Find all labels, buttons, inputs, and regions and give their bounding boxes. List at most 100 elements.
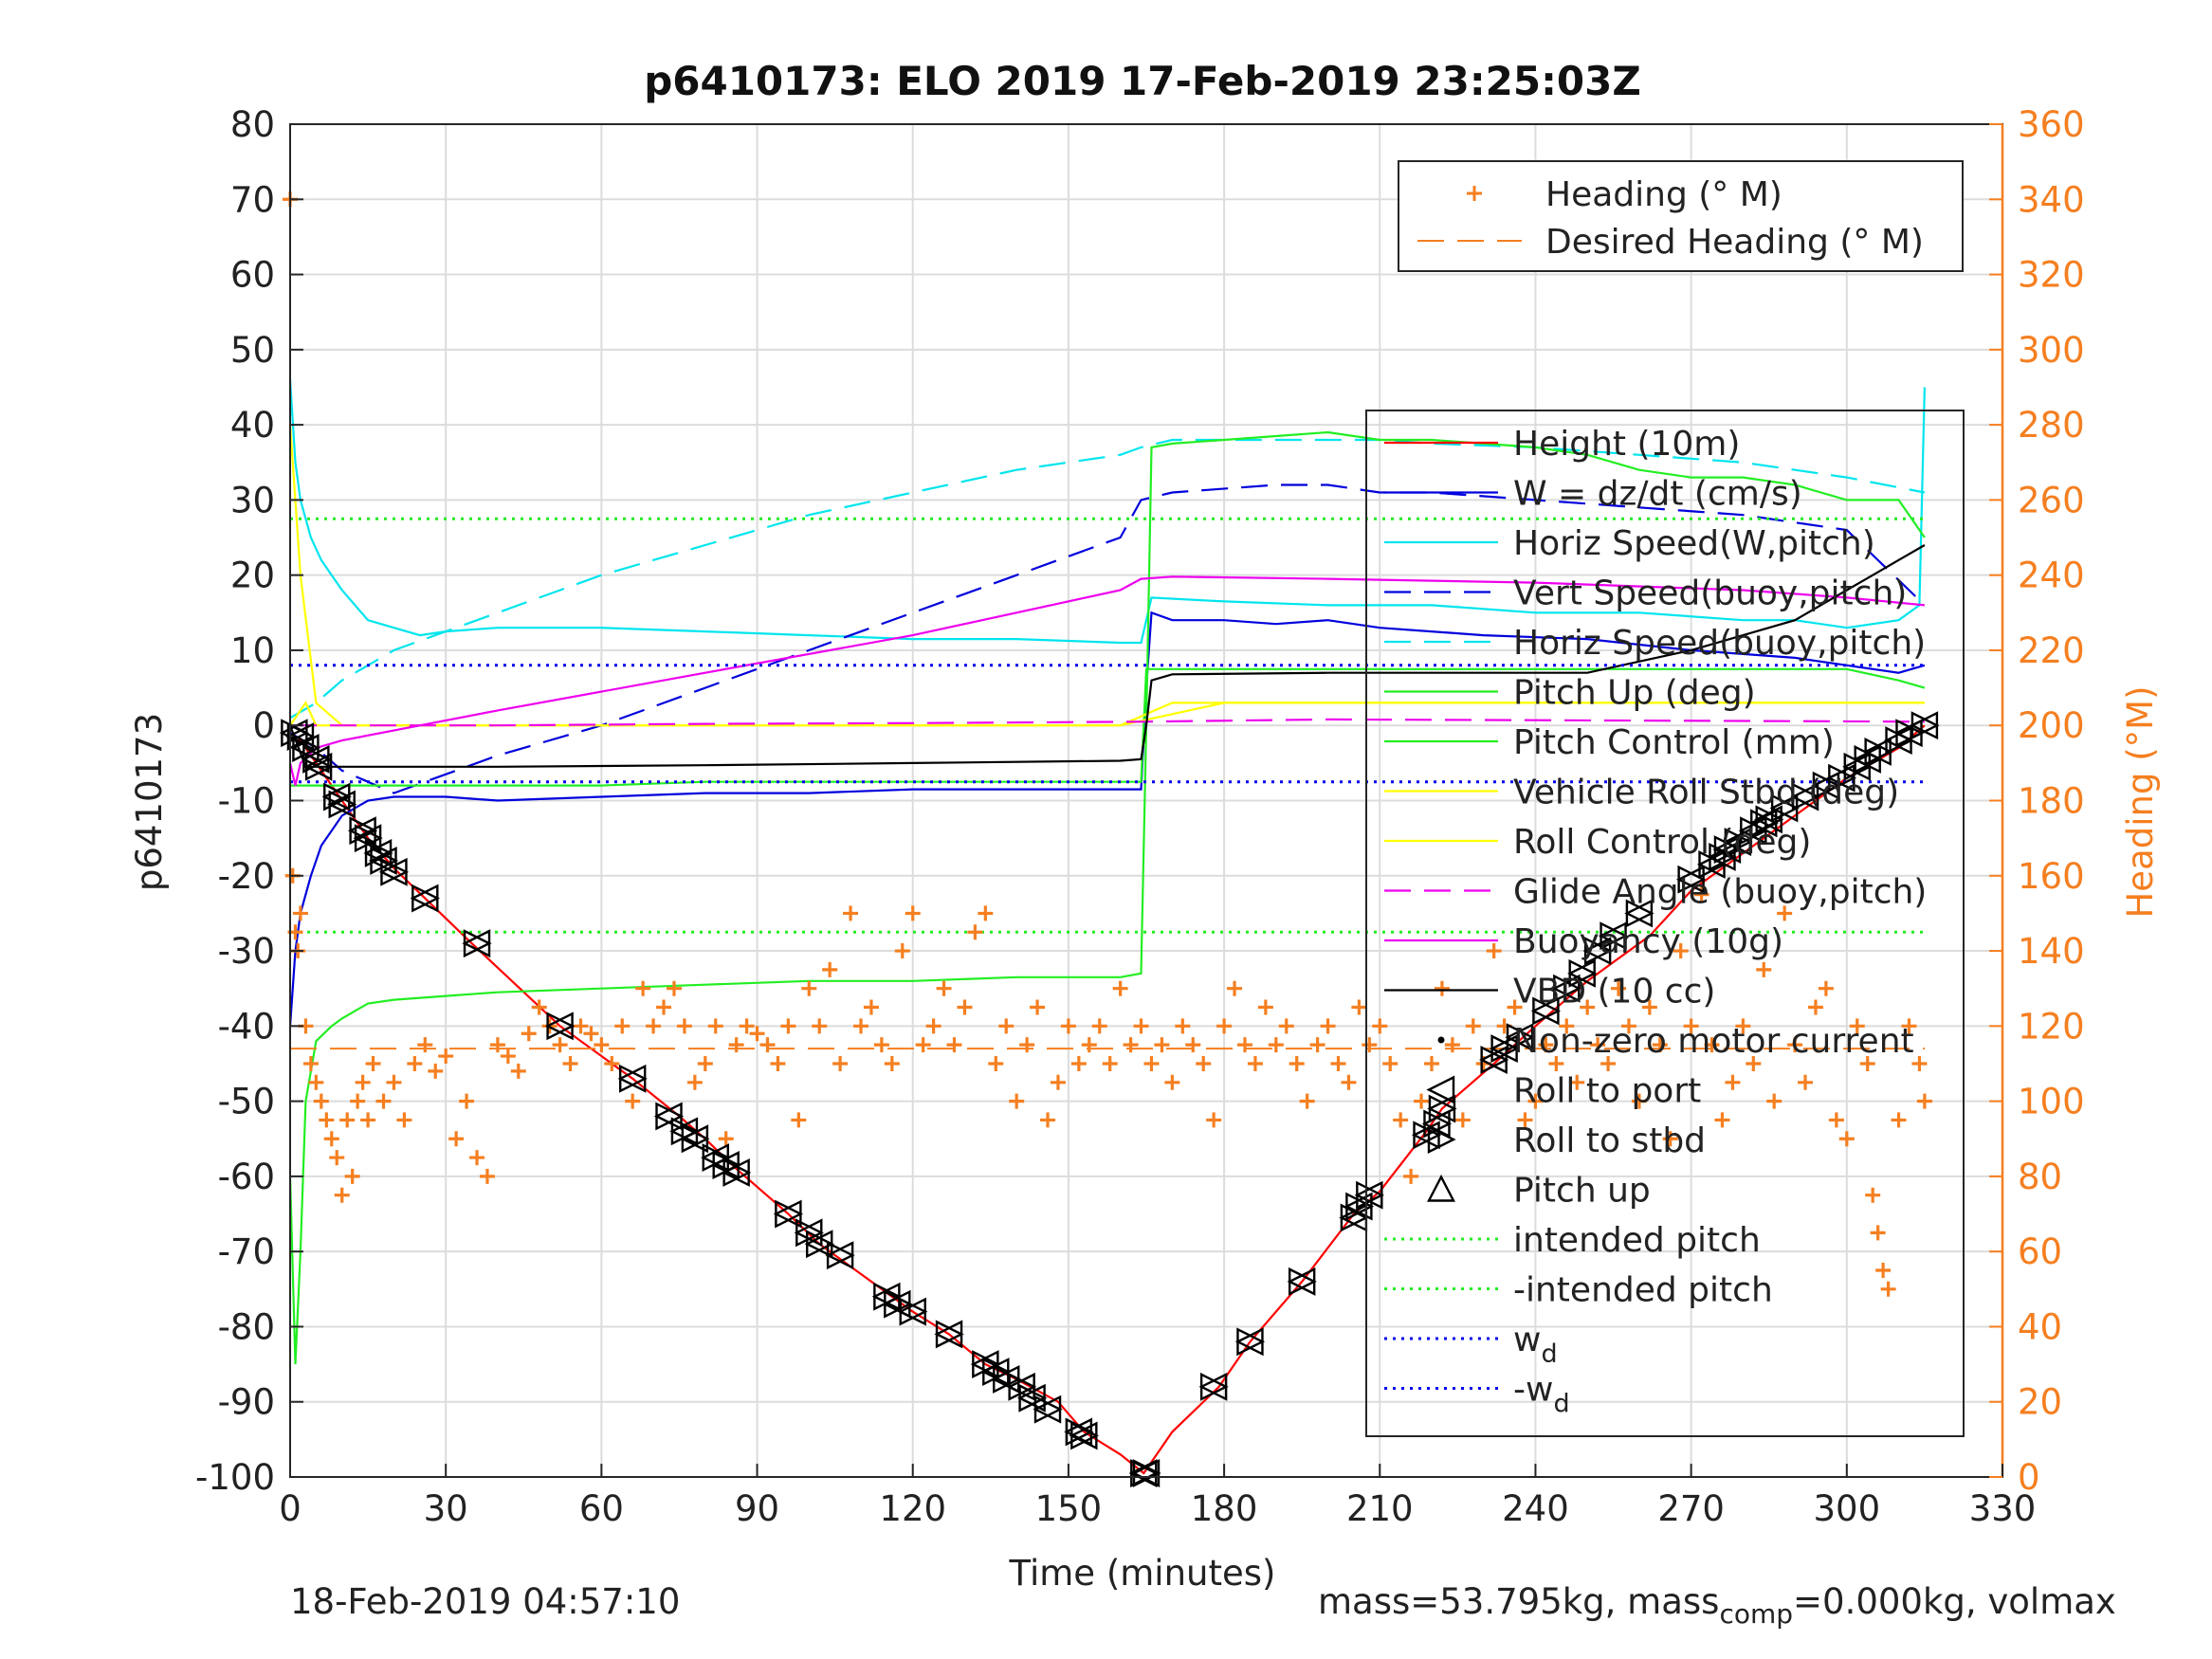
series-line-5 <box>288 430 1926 1365</box>
heading-point-65 <box>853 1018 868 1034</box>
heading-point-73 <box>936 980 952 996</box>
y-right-tick-label-2: 40 <box>2018 1306 2062 1347</box>
heading-point-161 <box>1849 1018 1865 1034</box>
heading-point-95 <box>1164 1074 1180 1090</box>
heading-point-120 <box>1424 1055 1439 1071</box>
heading-point-60 <box>801 980 817 996</box>
y-tick-label-16: 60 <box>230 255 275 296</box>
heading-point-147 <box>1704 1037 1720 1053</box>
legend-heading: Heading (° M) Desired Heading (° M) <box>1398 160 1964 272</box>
y-right-tick-label-9: 180 <box>2018 781 2085 822</box>
roll-stbd-marker-37 <box>1070 1421 1100 1450</box>
heading-point-102 <box>1236 1037 1252 1053</box>
legend-main-swatch-15 <box>1427 1174 1455 1202</box>
heading-point-23 <box>417 1037 433 1053</box>
heading-point-56 <box>759 1037 776 1053</box>
heading-point-63 <box>832 1055 849 1071</box>
heading-point-160 <box>1838 1131 1855 1147</box>
heading-point-162 <box>1859 1055 1875 1071</box>
heading-point-70 <box>905 905 921 921</box>
legend-main-label-7: Vehicle Roll Stbd (deg) <box>1513 774 1899 812</box>
heading-point-14 <box>344 1168 360 1184</box>
heading-point-107 <box>1289 1055 1305 1071</box>
heading-point-36 <box>552 1037 568 1053</box>
legend-heading-label-1: Desired Heading (° M) <box>1545 223 1924 262</box>
series-line-8 <box>288 425 1925 727</box>
y-right-tick-label-12: 240 <box>2018 556 2085 596</box>
heading-point-92 <box>1133 1018 1149 1034</box>
legend-heading-box <box>1398 160 1964 272</box>
roll-stbd-marker-33 <box>1008 1372 1037 1401</box>
roll-stbd-marker-57 <box>1625 899 1654 928</box>
roll-stbd-marker-56 <box>1600 921 1629 951</box>
heading-point-34 <box>531 999 547 1015</box>
heading-point-110 <box>1320 1018 1336 1034</box>
roll-stbd-marker-60 <box>1709 843 1738 871</box>
heading-point-134 <box>1569 1074 1585 1090</box>
y-tick-label-14: 40 <box>230 405 275 446</box>
legend-main-label-4: Horiz Speed(buoy,pitch) <box>1513 624 1926 663</box>
y-right-tick-label-11: 220 <box>2018 630 2085 671</box>
roll-stbd-marker-11 <box>380 857 410 886</box>
roll-stbd-marker-27 <box>884 1289 912 1319</box>
y-tick-label-10: 0 <box>252 705 275 746</box>
legend-main-label-14: Roll to stbd <box>1513 1121 1706 1160</box>
legend-main-label-5: Pitch Up (deg) <box>1513 674 1756 713</box>
y-right-tick-label-14: 280 <box>2018 405 2085 446</box>
heading-point-151 <box>1746 1055 1762 1071</box>
heading-point-38 <box>573 1018 589 1034</box>
roll-stbd-marker-54 <box>1568 958 1598 988</box>
y-tick-label-8: -20 <box>218 856 275 897</box>
heading-point-58 <box>780 1018 796 1034</box>
heading-point-124 <box>1465 1018 1481 1034</box>
roll-stbd-marker-74 <box>1895 719 1925 748</box>
heading-point-40 <box>594 1037 610 1053</box>
roll-stbd-marker-39 <box>1132 1459 1161 1487</box>
roll-stbd-marker-67 <box>1791 782 1820 811</box>
x-tick-label-0: 0 <box>279 1488 302 1529</box>
heading-point-16 <box>355 1074 371 1090</box>
heading-point-118 <box>1403 1168 1419 1184</box>
heading-point-47 <box>666 980 682 996</box>
heading-point-43 <box>625 1093 641 1109</box>
mass-text: mass=53.795kg, mass <box>1318 1581 1720 1622</box>
heading-point-168 <box>1901 1018 1917 1034</box>
heading-point-167 <box>1891 1112 1907 1128</box>
heading-point-153 <box>1766 1093 1782 1109</box>
heading-point-140 <box>1631 1093 1647 1109</box>
heading-point-74 <box>946 1037 962 1053</box>
x-axis-label: Time (minutes) <box>1009 1553 1276 1594</box>
legend-main-label-6: Pitch Control (mm) <box>1513 723 1835 762</box>
heading-point-90 <box>1112 980 1128 996</box>
roll-stbd-marker-18 <box>681 1124 710 1154</box>
y-tick-label-6: -40 <box>218 1006 275 1047</box>
roll-stbd-marker-35 <box>1033 1395 1063 1424</box>
roll-stbd-marker-45 <box>1356 1180 1385 1210</box>
heading-point-22 <box>407 1055 423 1071</box>
legend-heading-swatch-0 <box>1467 186 1482 201</box>
legend-main-label-3: Vert Speed(buoy,pitch) <box>1513 574 1907 613</box>
heading-point-146 <box>1693 886 1709 902</box>
heading-point-115 <box>1372 1018 1388 1034</box>
heading-point-148 <box>1714 1112 1730 1128</box>
heading-point-103 <box>1247 1055 1263 1071</box>
heading-point-11 <box>329 1150 345 1166</box>
heading-point-149 <box>1725 1074 1741 1090</box>
heading-point-31 <box>500 1048 516 1065</box>
legend-main-label-15: Pitch up <box>1513 1172 1651 1211</box>
y-right-tick-label-7: 140 <box>2018 931 2085 972</box>
y-right-tick-label-5: 100 <box>2018 1082 2085 1122</box>
heading-point-169 <box>1911 1055 1928 1071</box>
heading-point-79 <box>998 1018 1015 1034</box>
legend-heading-label-0: Heading (° M) <box>1545 175 1782 214</box>
legend-main-label-1: W = dz/dt (cm/s) <box>1513 475 1802 514</box>
heading-point-130 <box>1527 1093 1544 1109</box>
x-tick-label-9: 270 <box>1657 1488 1725 1529</box>
heading-point-29 <box>479 1168 495 1184</box>
heading-point-163 <box>1865 1187 1881 1203</box>
roll-stbd-marker-69 <box>1828 763 1857 793</box>
heading-point-55 <box>749 1026 765 1042</box>
heading-point-145 <box>1683 1018 1699 1034</box>
heading-point-67 <box>873 1037 889 1053</box>
roll-stbd-marker-3 <box>302 744 332 774</box>
